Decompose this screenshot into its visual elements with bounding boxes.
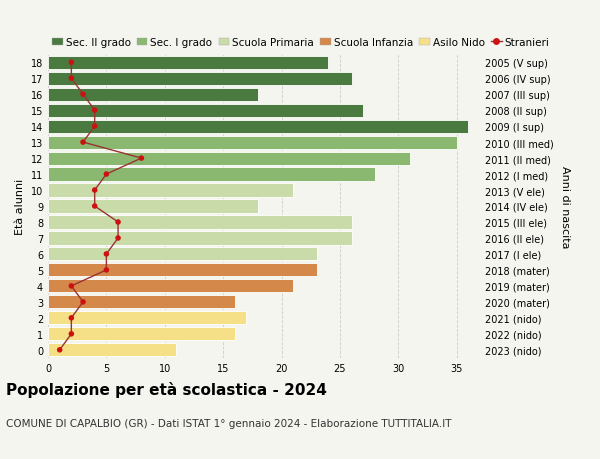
Bar xyxy=(48,56,328,70)
Text: COMUNE DI CAPALBIO (GR) - Dati ISTAT 1° gennaio 2024 - Elaborazione TUTTITALIA.I: COMUNE DI CAPALBIO (GR) - Dati ISTAT 1° … xyxy=(6,418,452,428)
Bar xyxy=(48,296,235,309)
Bar xyxy=(48,136,457,149)
Point xyxy=(90,107,100,115)
Point xyxy=(67,283,76,290)
Bar xyxy=(48,73,352,85)
Point xyxy=(67,59,76,67)
Bar xyxy=(48,232,352,245)
Bar xyxy=(48,104,363,118)
Bar xyxy=(48,184,293,197)
Point xyxy=(113,219,123,226)
Bar xyxy=(48,312,247,325)
Point xyxy=(90,123,100,130)
Bar xyxy=(48,264,317,277)
Point xyxy=(137,155,146,162)
Bar xyxy=(48,89,258,101)
Point xyxy=(78,139,88,146)
Point xyxy=(78,298,88,306)
Point xyxy=(78,91,88,99)
Point xyxy=(101,171,111,179)
Bar xyxy=(48,152,410,165)
Point xyxy=(67,314,76,322)
Point xyxy=(113,235,123,242)
Bar xyxy=(48,200,258,213)
Bar xyxy=(48,168,375,181)
Point xyxy=(90,203,100,210)
Bar xyxy=(48,120,469,134)
Bar xyxy=(48,328,235,341)
Point xyxy=(101,267,111,274)
Legend: Sec. II grado, Sec. I grado, Scuola Primaria, Scuola Infanzia, Asilo Nido, Stran: Sec. II grado, Sec. I grado, Scuola Prim… xyxy=(48,34,554,52)
Bar xyxy=(48,280,293,293)
Point xyxy=(55,347,64,354)
Text: Popolazione per età scolastica - 2024: Popolazione per età scolastica - 2024 xyxy=(6,381,327,397)
Point xyxy=(90,187,100,194)
Y-axis label: Anni di nascita: Anni di nascita xyxy=(560,165,570,248)
Bar xyxy=(48,216,352,229)
Bar xyxy=(48,343,176,357)
Point xyxy=(101,251,111,258)
Y-axis label: Età alunni: Età alunni xyxy=(15,179,25,235)
Point xyxy=(67,330,76,338)
Bar xyxy=(48,248,317,261)
Point xyxy=(67,75,76,83)
